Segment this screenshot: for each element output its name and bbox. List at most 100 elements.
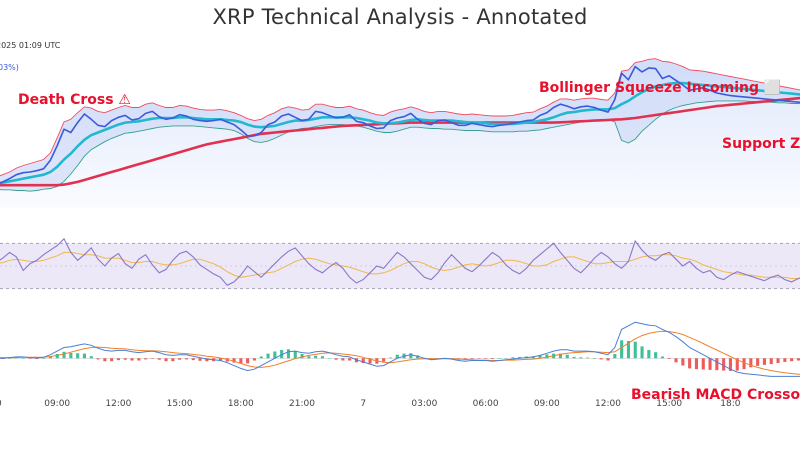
macd-histogram-bar <box>76 353 80 359</box>
x-tick-label: 18:00 <box>228 399 254 409</box>
macd-histogram-bar <box>144 358 148 360</box>
macd-histogram-bar <box>246 358 250 364</box>
macd-histogram-bar <box>293 350 297 359</box>
macd-histogram-bar <box>518 356 522 359</box>
macd-histogram-bar <box>123 358 127 360</box>
macd-histogram-bar <box>606 358 610 361</box>
macd-histogram-bar <box>497 358 501 359</box>
macd-histogram-bar <box>783 358 787 362</box>
macd-histogram-bar <box>749 358 753 368</box>
macd-histogram-bar <box>762 358 766 365</box>
macd-histogram-bar <box>613 354 617 359</box>
macd-histogram-bar <box>756 358 760 366</box>
macd-histogram-bar <box>171 358 175 362</box>
bollinger-band-area <box>0 58 800 192</box>
bollinger-lower-line <box>0 100 800 192</box>
macd-histogram-bar <box>620 340 624 359</box>
macd-histogram-bar <box>790 358 794 362</box>
macd-histogram-bar <box>225 358 229 362</box>
macd-histogram-bar <box>722 358 726 371</box>
macd-histogram-bar <box>320 356 324 359</box>
macd-histogram-bar <box>572 356 576 359</box>
macd-histogram-bar <box>633 341 637 359</box>
macd-histogram-bar <box>273 351 277 359</box>
x-tick-label: 09:00 <box>534 399 560 409</box>
macd-histogram-bar <box>307 356 311 359</box>
macd-histogram-bar <box>504 358 508 359</box>
macd-histogram-bar <box>232 358 236 363</box>
macd-histogram-bar <box>69 352 73 359</box>
macd-histogram-bar <box>150 358 154 359</box>
macd-histogram-bar <box>198 358 202 361</box>
macd-histogram-bar <box>82 353 86 359</box>
macd-histogram-bar <box>395 354 399 359</box>
chart-title: XRP Technical Analysis - Annotated <box>212 5 588 29</box>
support-zone-annotation: Support Z <box>722 136 800 152</box>
macd-histogram-bar <box>579 357 583 359</box>
macd-histogram-bar <box>626 341 630 359</box>
macd-histogram-bar <box>586 357 590 359</box>
macd-histogram-bar <box>286 349 290 359</box>
macd-histogram-bar <box>647 350 651 359</box>
x-tick-label: 00 <box>0 399 2 409</box>
macd-histogram-bar <box>205 358 209 362</box>
macd-histogram-bar <box>239 358 243 364</box>
macd-histogram-bar <box>701 358 705 370</box>
x-tick-label: 12:00 <box>105 399 131 409</box>
x-tick-label: 15:00 <box>656 399 682 409</box>
macd-histogram-bar <box>558 353 562 359</box>
macd-histogram-bar <box>688 358 692 369</box>
x-tick-label: 15:00 <box>167 399 193 409</box>
timestamp-label: 2025 01:09 UTC <box>0 41 61 50</box>
x-tick-label: 09:00 <box>44 399 70 409</box>
macd-histogram-bar <box>708 358 712 370</box>
macd-histogram-bar <box>164 358 168 362</box>
macd-histogram-bar <box>35 358 39 359</box>
macd-histogram-bar <box>137 358 141 361</box>
macd-histogram-bar <box>334 358 338 360</box>
macd-signal-line <box>0 330 800 375</box>
macd-histogram-bar <box>776 358 780 363</box>
macd-histogram-bar <box>409 353 413 359</box>
rsi-ma-line <box>0 251 800 279</box>
macd-histogram-bar <box>252 358 256 361</box>
macd-histogram-bar <box>62 351 66 359</box>
macd-histogram-bar <box>416 355 420 359</box>
x-tick-label: 03:00 <box>411 399 437 409</box>
macd-histogram-bar <box>184 358 188 360</box>
macd-histogram-bar <box>742 358 746 370</box>
macd-histogram-bar <box>55 354 59 359</box>
macd-histogram-bar <box>470 358 474 359</box>
macd-histogram-bar <box>361 358 365 363</box>
macd-histogram-bar <box>769 358 773 365</box>
change-label: 03%) <box>0 63 19 72</box>
x-tick-label: 18:0 <box>720 399 740 409</box>
macd-histogram-bar <box>89 356 93 359</box>
macd-histogram-bar <box>157 358 161 360</box>
macd-histogram-bar <box>259 356 263 359</box>
x-tick-label: 21:00 <box>289 399 315 409</box>
macd-histogram-bar <box>130 358 134 361</box>
macd-histogram-bar <box>42 358 46 359</box>
macd-histogram-bar <box>218 358 222 361</box>
macd-histogram-bar <box>660 356 664 359</box>
macd-histogram-bar <box>681 358 685 366</box>
macd-histogram-bar <box>48 356 52 359</box>
macd-histogram-bar <box>599 358 603 360</box>
macd-histogram-bar <box>21 358 25 359</box>
macd-histogram-bar <box>191 358 195 361</box>
macd-histogram-bar <box>388 357 392 359</box>
macd-histogram-bar <box>96 358 100 360</box>
macd-histogram-bar <box>116 358 120 361</box>
macd-histogram-bar <box>327 358 331 359</box>
macd-histogram-bar <box>28 358 32 359</box>
price-line <box>0 65 800 185</box>
ema-line <box>0 81 800 185</box>
x-tick-label: 12:00 <box>595 399 621 409</box>
macd-histogram-bar <box>511 357 515 359</box>
macd-histogram-bar <box>382 358 386 362</box>
macd-histogram-bar <box>8 358 12 359</box>
macd-histogram-bar <box>654 352 658 359</box>
macd-histogram-bar <box>796 358 800 361</box>
